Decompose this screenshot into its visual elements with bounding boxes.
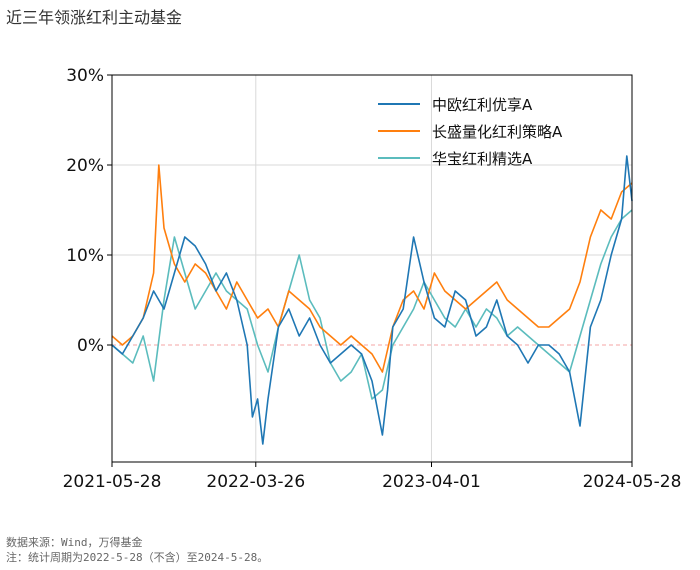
data-source-note: 数据来源：Wind，万得基金 (6, 536, 143, 549)
series-lines (111, 155, 633, 445)
legend-label: 长盛量化红利策略A (432, 123, 563, 141)
y-tick-label: 20% (66, 156, 104, 176)
plot-frame (111, 74, 633, 463)
x-tick-label: 2021-05-28 (63, 472, 162, 492)
legend-label: 中欧红利优享A (432, 96, 533, 114)
x-tick-label: 2024-05-28 (583, 472, 682, 492)
series-line-2 (111, 164, 633, 373)
y-tick-label: 10% (66, 246, 104, 266)
period-note: 注：统计周期为2022-5-28（不含）至2024-5-28。 (6, 551, 269, 564)
y-tick-label: 30% (66, 66, 104, 86)
page-title: 近三年领涨红利主动基金 (6, 8, 183, 27)
x-tick-label: 2023-04-01 (382, 472, 481, 492)
axis-ticks: 0% 10% 20% 30% 2021-05-28 2022-03-26 2023-04-0… (63, 66, 682, 492)
x-tick-label: 2022-03-26 (206, 472, 305, 492)
y-tick-label: 0% (77, 336, 104, 356)
legend: 中欧红利优享A 长盛量化红利策略A 华宝红利精选A (378, 96, 563, 168)
legend-label: 华宝红利精选A (432, 150, 533, 168)
series-line-1 (111, 155, 633, 445)
series-line-3 (111, 209, 633, 400)
line-chart: 0% 10% 20% 30% 2021-05-28 2022-03-26 2023-04-0… (63, 66, 682, 492)
